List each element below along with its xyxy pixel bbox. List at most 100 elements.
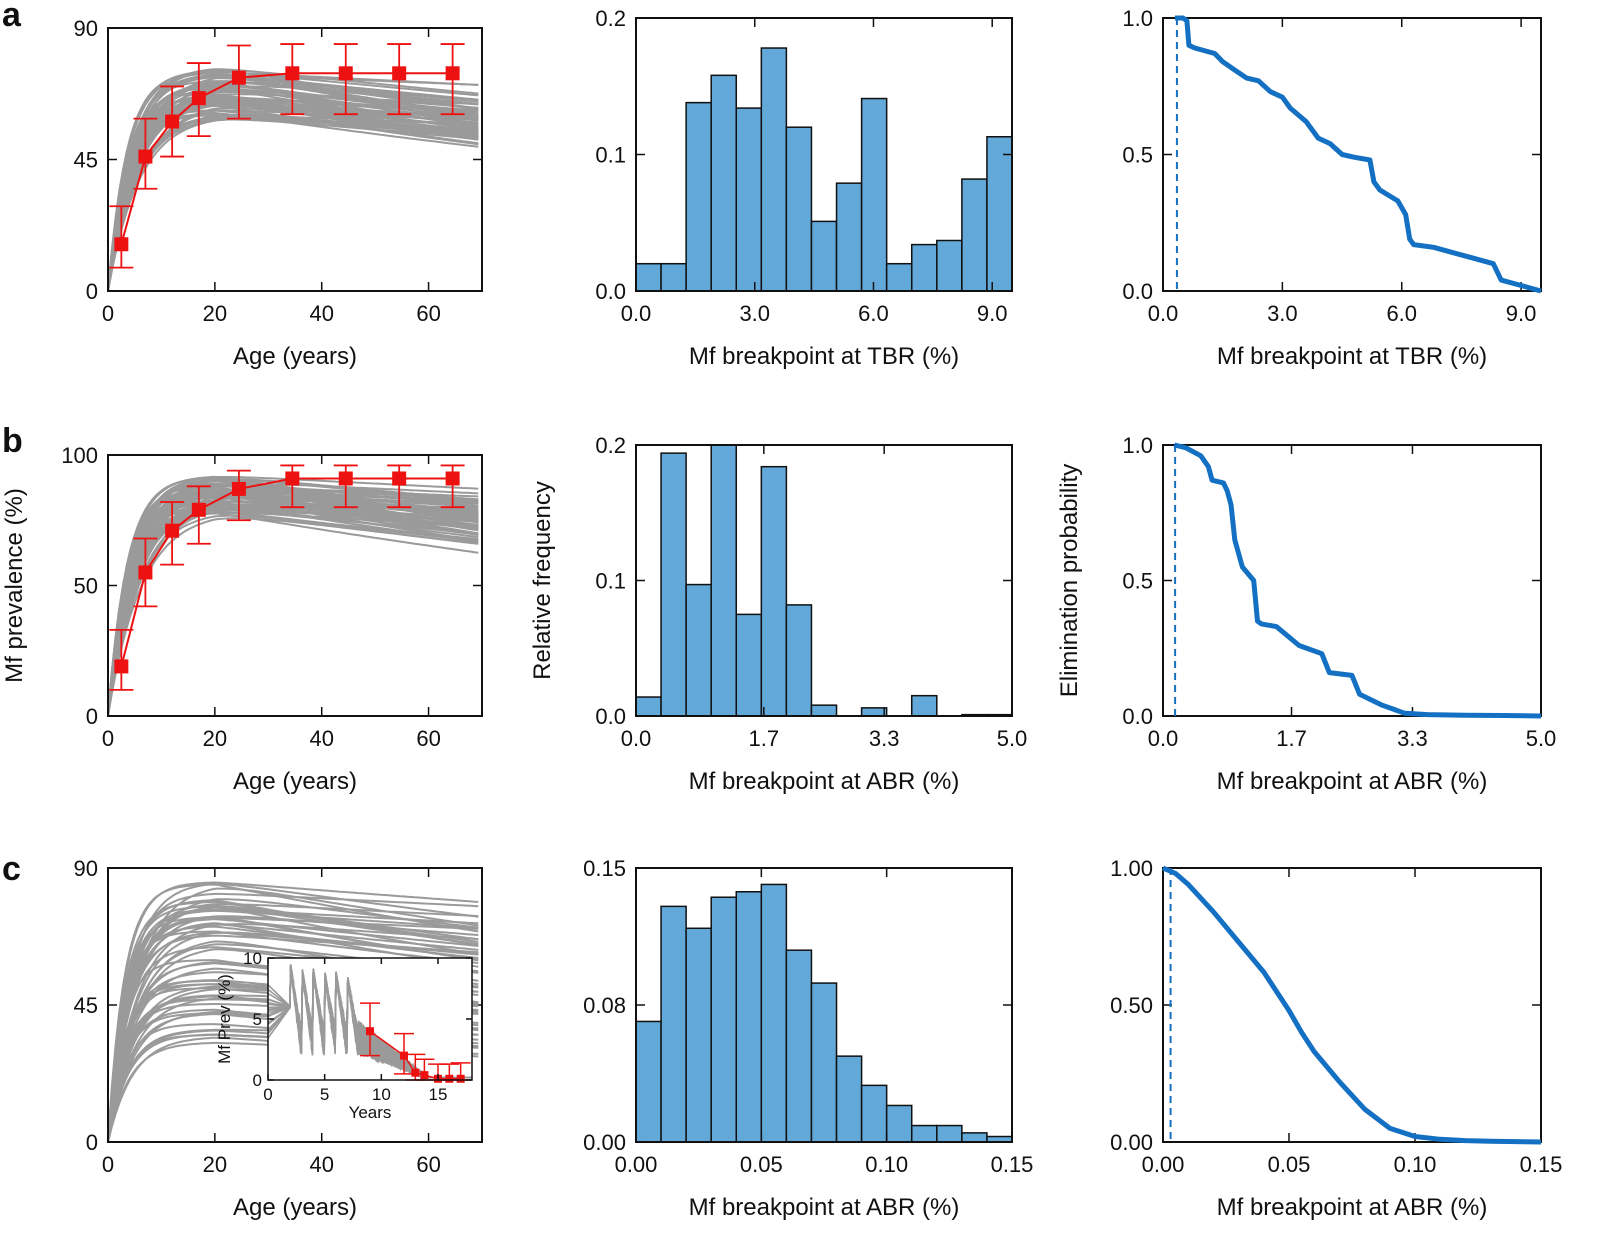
- x-tick-label: 15: [429, 1085, 448, 1104]
- x-tick-label: 60: [416, 1152, 440, 1177]
- x-axis-label: Mf breakpoint at TBR (%): [689, 343, 959, 370]
- y-axis-label: Elimination probability: [1056, 464, 1083, 697]
- elimination-curve: [1173, 442, 1542, 719]
- histogram-bar: [710, 896, 738, 1143]
- histogram-bar: [810, 982, 838, 1143]
- elimination-curve: [1174, 15, 1542, 294]
- x-tick-label: 0: [263, 1085, 272, 1104]
- x-tick-label: 0: [102, 726, 114, 751]
- model-curve: [108, 909, 479, 1142]
- x-axis-label: Mf breakpoint at TBR (%): [1217, 343, 1487, 370]
- histogram-bar: [760, 883, 788, 1143]
- chart-a2: 0.0 3.0 6.0 9.0 0.0 0.1 0.2 Mf breakpoint at TB…: [595, 6, 1013, 370]
- model-curve: [108, 881, 479, 1142]
- x-tick-label: 0.05: [740, 1152, 783, 1177]
- x-tick-label: 0: [102, 1152, 114, 1177]
- y-tick-label: 0.15: [583, 856, 626, 881]
- observed-series: [109, 43, 465, 269]
- y-tick-label: 0: [86, 1130, 98, 1155]
- y-tick-label: 0.50: [1110, 993, 1153, 1018]
- panel-letter-a: a: [2, 0, 22, 34]
- inset-x-axis-label: Years: [349, 1103, 392, 1122]
- histogram-bar: [735, 107, 763, 292]
- histogram-bar: [785, 949, 813, 1143]
- x-axis-label: Age (years): [233, 343, 357, 370]
- data-point: [338, 471, 353, 486]
- axes-frame-top: [107, 867, 483, 1143]
- y-tick-label: 0.5: [1122, 143, 1153, 168]
- histogram-bar: [860, 97, 888, 292]
- data-point: [138, 149, 153, 164]
- data-point: [231, 481, 246, 496]
- chart-c2: 0.00 0.05 0.10 0.15 0.00 0.08 0.15 Mf breakpoin…: [583, 856, 1033, 1221]
- panel-letter-c: c: [2, 850, 21, 888]
- y-tick-label: 90: [74, 16, 98, 41]
- y-tick-label: 45: [74, 148, 98, 173]
- histogram-bar: [885, 262, 913, 292]
- chart-c3: 0.00 0.05 0.10 0.15 0.00 0.50 1.00 Mf breakpoin…: [1110, 856, 1562, 1221]
- x-tick-label: 0.05: [1268, 1152, 1311, 1177]
- histogram-bar: [785, 126, 813, 292]
- y-tick-label: 90: [74, 856, 98, 881]
- histogram-bar: [635, 1020, 662, 1143]
- model-curve: [108, 934, 479, 1142]
- histogram-bar: [835, 1055, 863, 1143]
- y-tick-label: 0: [253, 1071, 262, 1090]
- y-tick-label: 10: [243, 949, 262, 968]
- y-tick-label: 0.00: [583, 1130, 626, 1155]
- histogram-bar: [760, 465, 788, 717]
- data-point: [338, 66, 353, 81]
- y-tick-label: 0.2: [595, 433, 626, 458]
- y-tick-label: 0.5: [1122, 569, 1153, 594]
- histogram-bar: [835, 182, 863, 292]
- x-tick-label: 20: [203, 1152, 227, 1177]
- x-tick-label: 6.0: [1386, 301, 1417, 326]
- histogram-bar: [710, 444, 738, 717]
- data-point: [285, 66, 300, 81]
- x-tick-label: 1.7: [1276, 726, 1307, 751]
- x-tick-label: 0.0: [1148, 301, 1179, 326]
- x-tick-label: 5.0: [997, 726, 1028, 751]
- y-tick-label: 0.0: [1122, 704, 1153, 729]
- axes-frame-top: [107, 27, 483, 292]
- x-tick-label: 60: [416, 726, 440, 751]
- data-point: [445, 471, 460, 486]
- data-point: [191, 91, 206, 106]
- axes-frame: [1162, 867, 1542, 1143]
- chart-b1: 0 20 40 60 0 50 100 Age (years) Mf prevalence (%…: [1, 443, 483, 795]
- data-point: [138, 565, 153, 580]
- x-tick-label: 40: [309, 301, 333, 326]
- x-tick-label: 0.0: [621, 726, 652, 751]
- inset-y-axis-label: Mf Prev (%): [215, 974, 234, 1064]
- model-curve: [108, 117, 479, 291]
- y-tick-label: 0.08: [583, 993, 626, 1018]
- histogram-bar: [986, 136, 1013, 292]
- histogram-bar: [936, 239, 963, 292]
- histogram-bar: [810, 220, 838, 292]
- histogram-bar: [735, 890, 763, 1143]
- x-tick-label: 0.0: [621, 301, 652, 326]
- x-axis-label: Mf breakpoint at ABR (%): [1217, 768, 1488, 795]
- x-axis-label: Mf breakpoint at ABR (%): [1217, 1194, 1488, 1221]
- y-tick-label: 0.0: [595, 704, 626, 729]
- histogram-bar: [760, 47, 788, 292]
- y-tick-label: 0.1: [595, 143, 626, 168]
- data-point: [191, 502, 206, 517]
- axes-frame-top: [107, 454, 483, 717]
- x-tick-label: 3.3: [869, 726, 900, 751]
- x-tick-label: 0.15: [1520, 1152, 1563, 1177]
- x-tick-label: 1.7: [749, 726, 780, 751]
- x-tick-label: 0.0: [1148, 726, 1179, 751]
- x-tick-label: 9.0: [977, 301, 1008, 326]
- y-tick-label: 5: [253, 1010, 262, 1029]
- histogram-bar: [685, 583, 712, 717]
- panel-letter-b: b: [2, 422, 23, 460]
- data-point: [445, 66, 460, 81]
- data-point: [285, 471, 300, 486]
- x-tick-label: 20: [203, 301, 227, 326]
- histogram-bar: [961, 1132, 988, 1143]
- data-point: [392, 471, 407, 486]
- model-curve: [108, 517, 479, 716]
